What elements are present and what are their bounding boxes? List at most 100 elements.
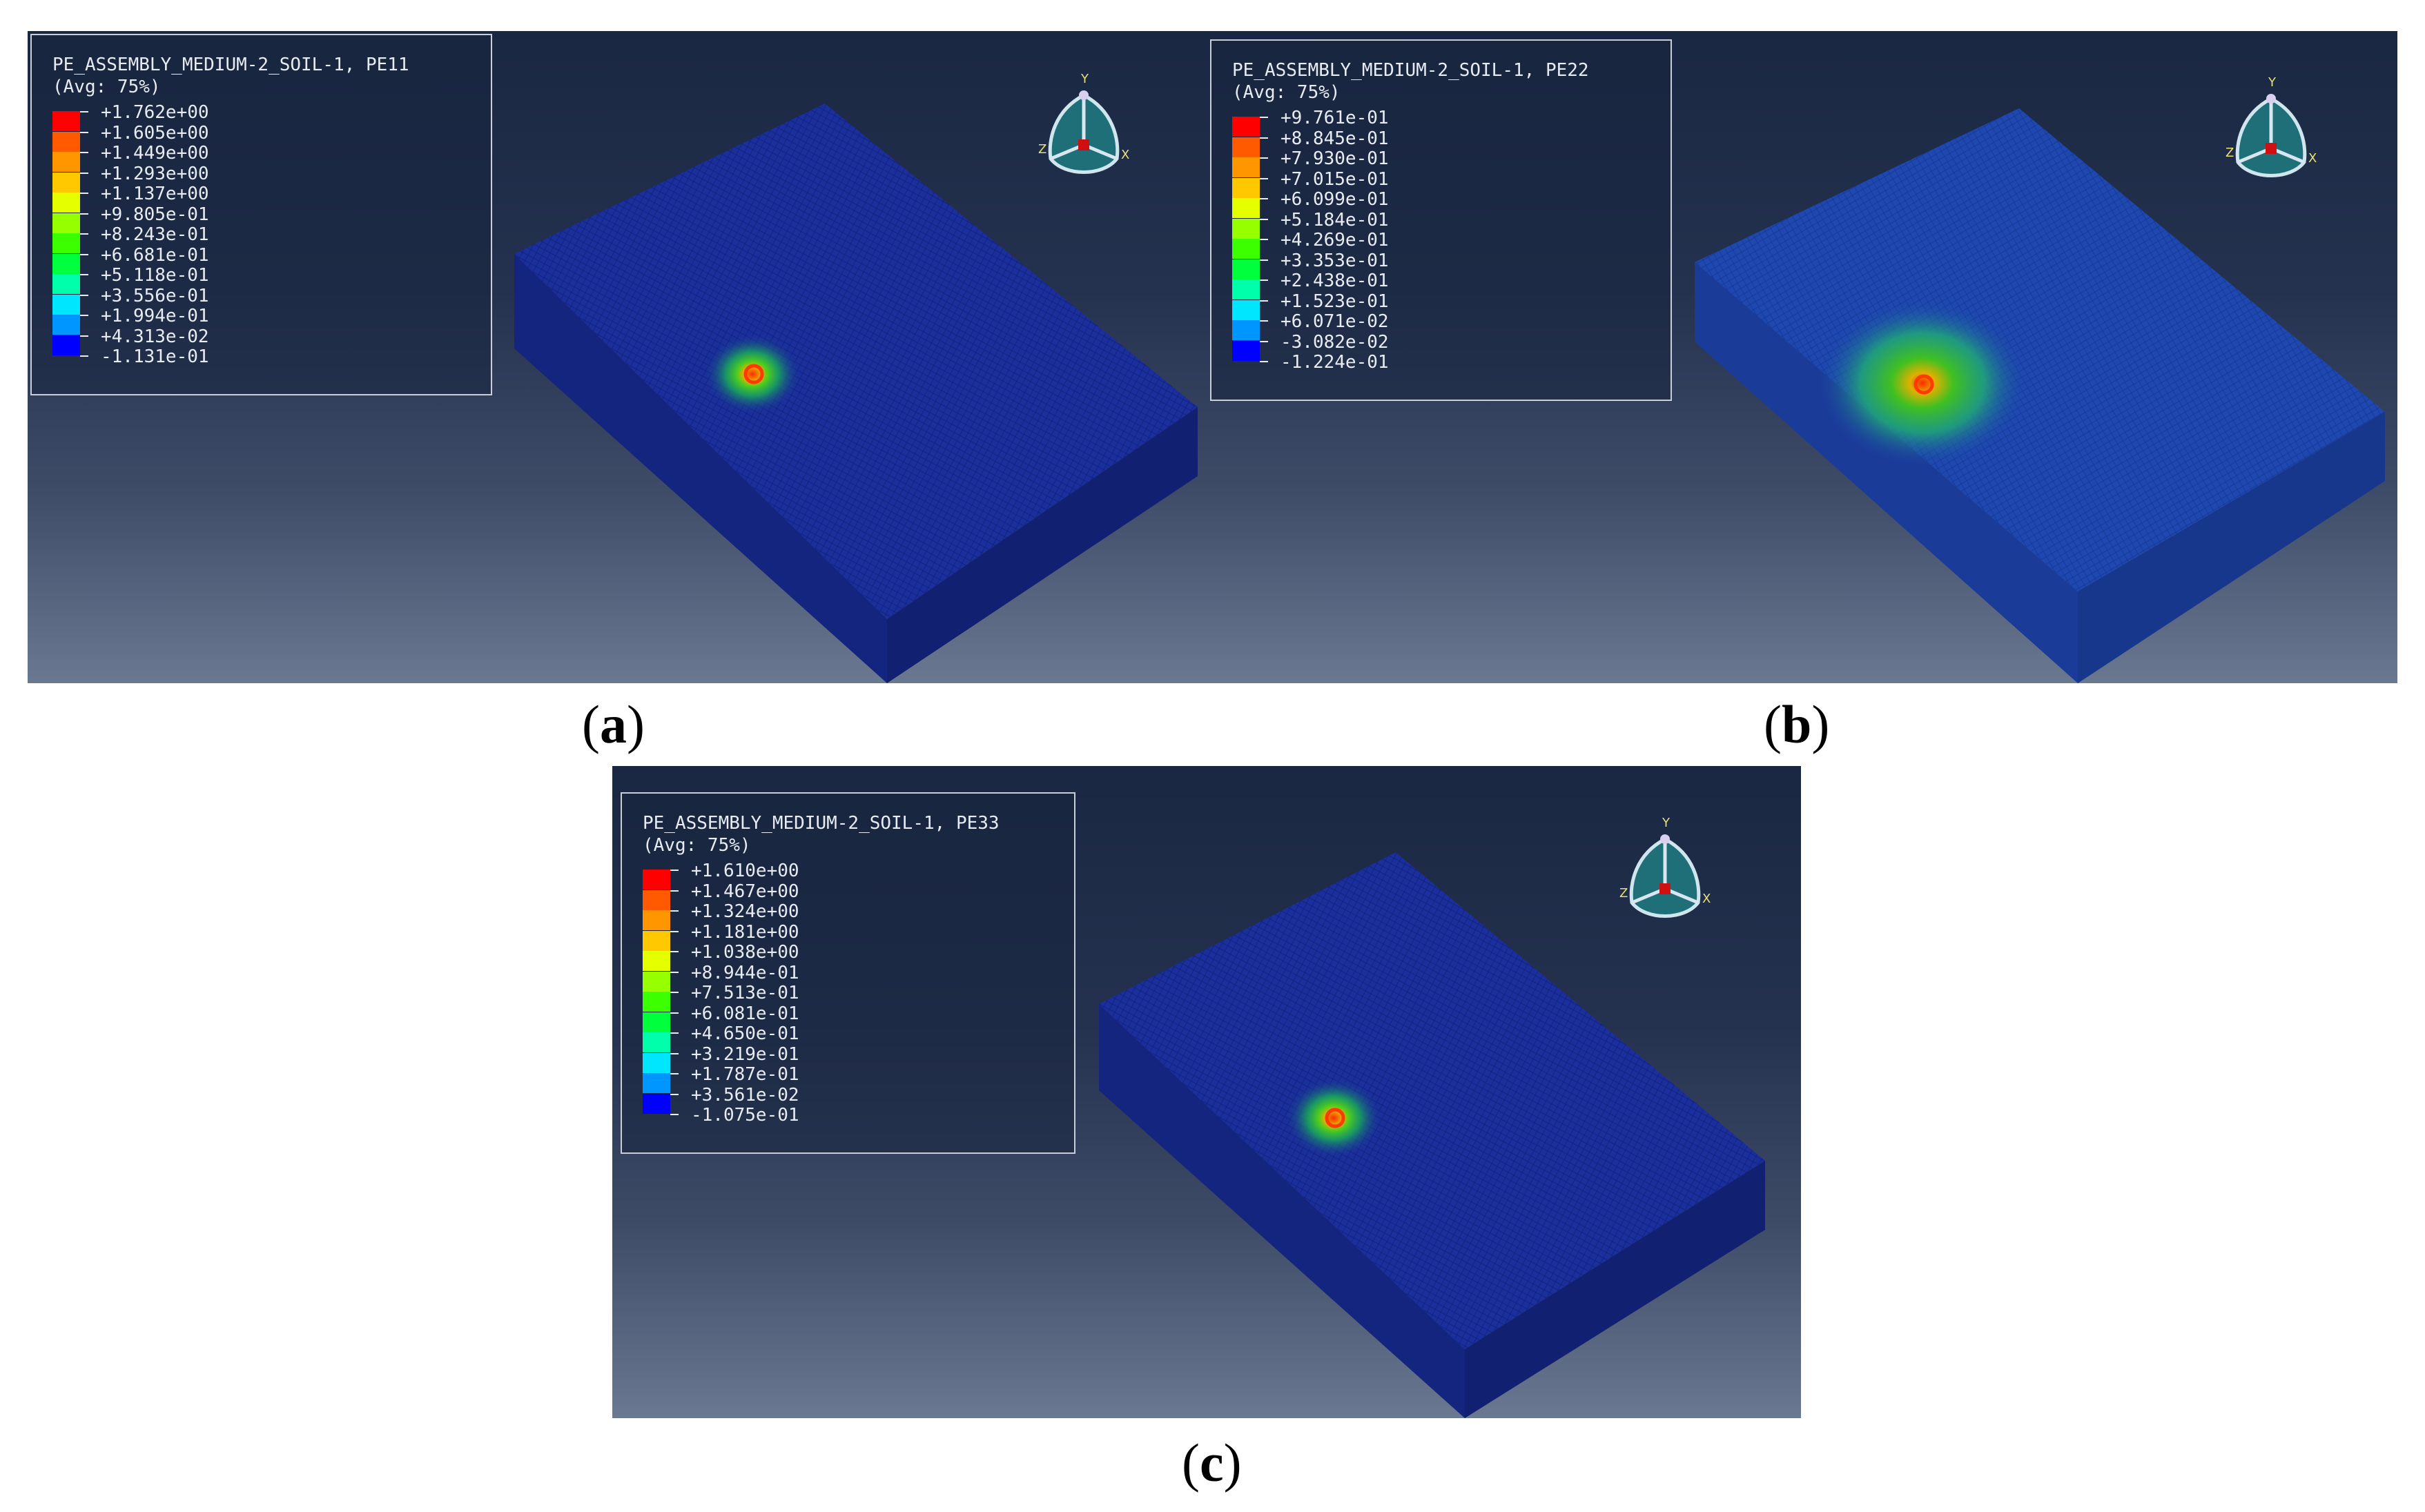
legend-value: +7.015e-01	[1280, 168, 1389, 190]
legend-tick	[80, 355, 88, 357]
legend-value: +1.293e+00	[101, 163, 209, 184]
svg-text:Z: Z	[2226, 146, 2234, 160]
legend-tick	[670, 1073, 679, 1074]
legend-swatch	[52, 335, 80, 355]
soil-block-model	[514, 104, 1198, 683]
hotspot-ring	[1913, 374, 1934, 395]
legend-swatch	[1232, 340, 1260, 361]
axis-triad-icon: Y Z X	[1619, 816, 1711, 918]
legend-value: +1.137e+00	[101, 184, 209, 204]
block-side-face	[2078, 412, 2385, 683]
legend-tick	[1260, 259, 1268, 261]
legend-tick	[80, 274, 88, 275]
legend-swatch	[1232, 279, 1260, 300]
legend-swatch	[643, 1073, 670, 1093]
soil-block-model	[1099, 852, 1765, 1418]
legend-swatch	[52, 111, 80, 131]
legend-value: +9.805e-01	[101, 204, 209, 225]
hotspot-ring	[1325, 1108, 1345, 1128]
legend-value: -3.082e-02	[1280, 331, 1389, 353]
legend-tick	[670, 870, 679, 871]
legend-tick	[80, 294, 88, 296]
legend-averaging: (Avg: 75%)	[643, 835, 751, 856]
legend-tick	[1260, 239, 1268, 240]
legend-value: +1.467e+00	[691, 881, 799, 902]
axis-triad-icon: Y Z X	[1038, 72, 1129, 174]
legend-value: +6.081e-01	[691, 1003, 799, 1024]
legend-value: +3.556e-01	[101, 285, 209, 306]
legend-tick	[80, 111, 88, 112]
contour-legend: PE_ASSEMBLY_MEDIUM-2_SOIL-1, PE22 (Avg: …	[1210, 39, 1672, 401]
legend-swatch	[1232, 177, 1260, 198]
legend-tick	[670, 1032, 679, 1034]
legend-tick	[670, 1114, 679, 1115]
legend-swatch	[643, 910, 670, 930]
legend-swatch	[1232, 218, 1260, 239]
contour-panel-b: PE_ASSEMBLY_MEDIUM-2_SOIL-1, PE22 (Avg: …	[1205, 31, 2397, 683]
legend-averaging: (Avg: 75%)	[52, 77, 161, 97]
legend-swatch	[52, 152, 80, 172]
legend-tick	[1260, 137, 1268, 139]
legend-tick	[1260, 340, 1268, 342]
legend-tick	[670, 992, 679, 993]
legend-value: +9.761e-01	[1280, 108, 1389, 128]
legend-tick	[80, 335, 88, 337]
legend-swatch	[643, 1052, 670, 1073]
legend-swatch	[1232, 157, 1260, 177]
legend-value: +6.681e-01	[101, 244, 209, 266]
block-side-face	[1465, 1161, 1765, 1418]
block-side-face	[887, 407, 1198, 683]
legend-swatch	[52, 294, 80, 315]
caption-a: (a)	[582, 694, 645, 754]
soil-block-model	[1695, 108, 2385, 683]
legend-value: +1.787e-01	[691, 1064, 799, 1085]
legend-value: +7.930e-01	[1280, 148, 1389, 169]
block-top-face	[1099, 852, 1765, 1349]
legend-value: -1.131e-01	[101, 346, 209, 367]
legend-value: +3.219e-01	[691, 1043, 799, 1065]
legend-swatch	[1232, 259, 1260, 279]
legend-tick	[1260, 361, 1268, 362]
svg-text:X: X	[2308, 151, 2317, 166]
legend-swatch	[52, 131, 80, 152]
legend-value: +1.994e-01	[101, 306, 209, 326]
legend-swatch	[643, 1093, 670, 1114]
block-front-face	[1099, 1004, 1465, 1418]
block-front-face	[1695, 262, 2078, 683]
legend-swatch	[1232, 137, 1260, 157]
hotspot-ring	[743, 364, 764, 384]
legend-swatch	[643, 971, 670, 992]
legend-tick	[1260, 218, 1268, 220]
legend-tick	[80, 233, 88, 235]
legend-swatch	[1232, 117, 1260, 137]
legend-tick	[670, 890, 679, 892]
legend-title: PE_ASSEMBLY_MEDIUM-2_SOIL-1, PE11	[52, 55, 409, 75]
legend-value: +6.099e-01	[1280, 189, 1389, 210]
caption-b: (b)	[1764, 694, 1830, 754]
legend-swatch	[1232, 239, 1260, 259]
legend-tick	[1260, 177, 1268, 179]
legend-value: +1.449e+00	[101, 143, 209, 164]
legend-tick	[670, 951, 679, 952]
svg-text:Z: Z	[1619, 886, 1628, 901]
legend-tick	[670, 971, 679, 973]
legend-swatch	[643, 951, 670, 971]
legend-swatch	[52, 233, 80, 253]
legend-value: +4.313e-02	[101, 326, 209, 347]
contour-legend: PE_ASSEMBLY_MEDIUM-2_SOIL-1, PE11 (Avg: …	[30, 34, 492, 395]
legend-swatch	[52, 193, 80, 213]
legend-value: -1.075e-01	[691, 1105, 799, 1126]
block-top-face	[514, 104, 1198, 619]
legend-swatch	[1232, 300, 1260, 320]
legend-swatch	[52, 315, 80, 335]
legend-tick	[1260, 198, 1268, 199]
legend-title: PE_ASSEMBLY_MEDIUM-2_SOIL-1, PE33	[643, 813, 1000, 834]
legend-value: +4.269e-01	[1280, 230, 1389, 251]
block-top-face	[1695, 108, 2385, 591]
strain-concentration	[704, 334, 801, 414]
legend-swatch	[1232, 198, 1260, 218]
legend-swatch	[1232, 320, 1260, 340]
legend-value: +7.513e-01	[691, 983, 799, 1003]
legend-title: PE_ASSEMBLY_MEDIUM-2_SOIL-1, PE22	[1232, 60, 1589, 81]
block-front-face	[514, 254, 887, 683]
